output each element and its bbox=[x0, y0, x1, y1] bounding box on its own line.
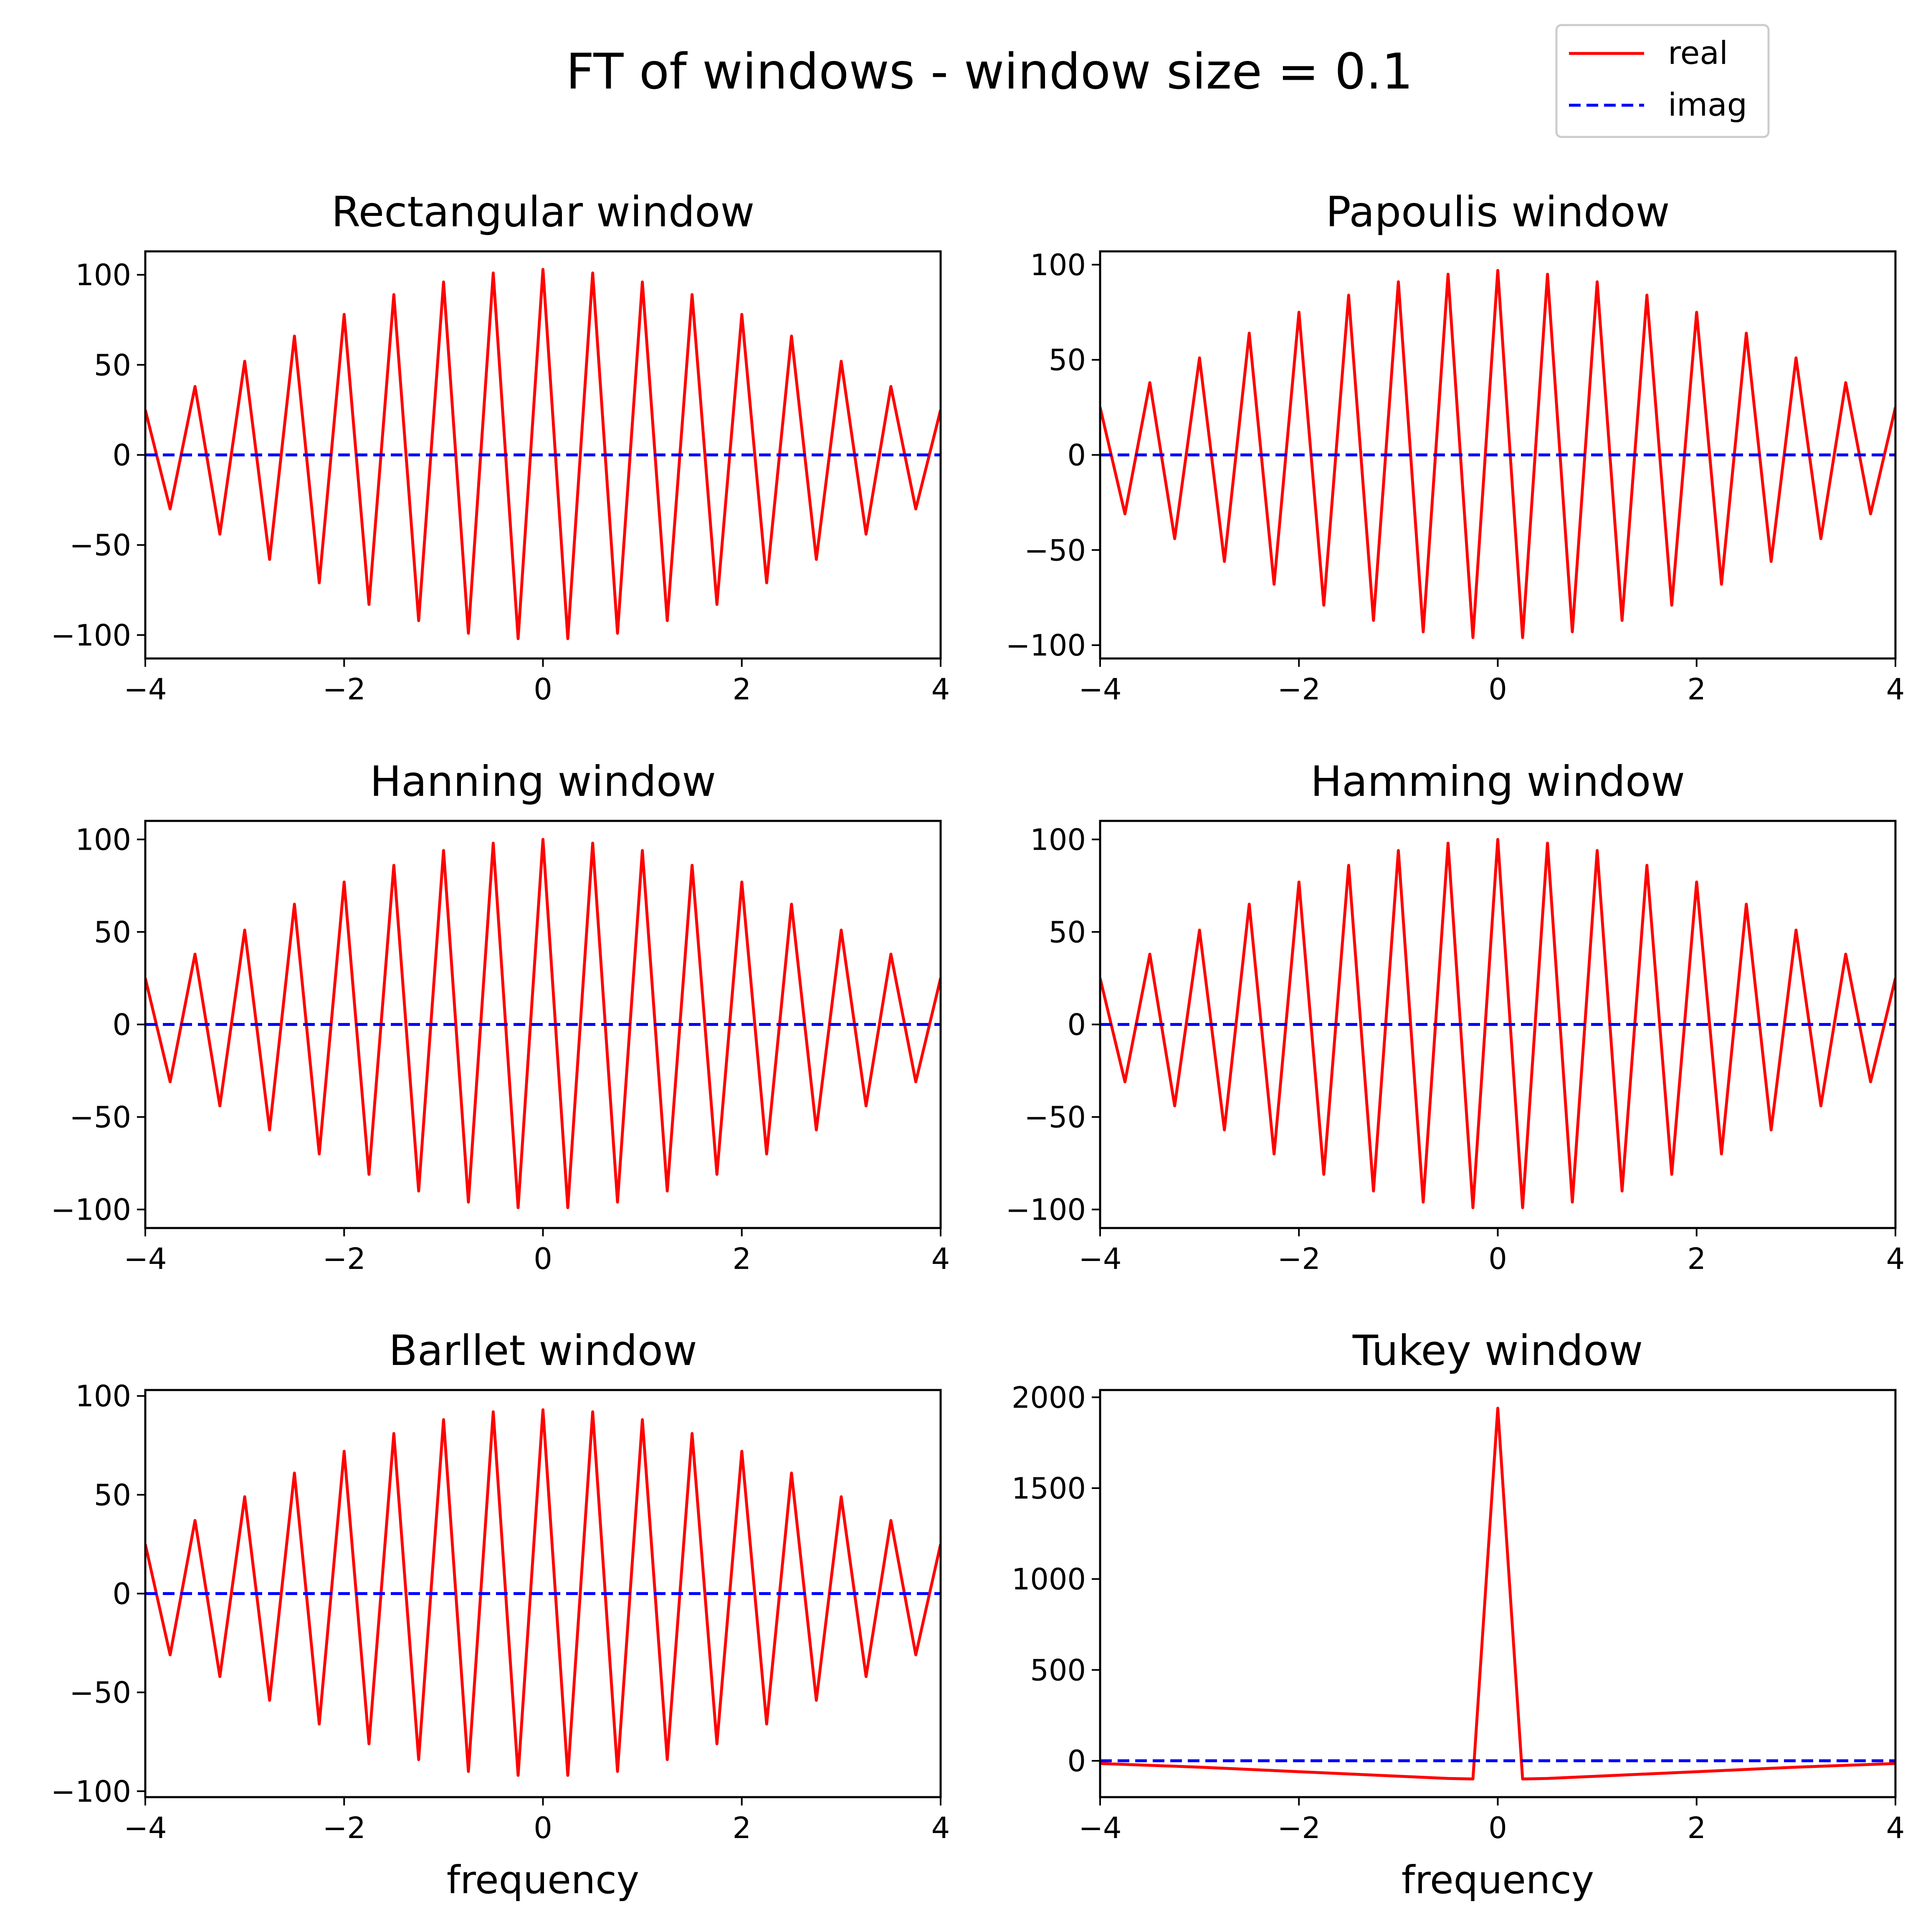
y-tick-label: 0 bbox=[112, 438, 131, 473]
x-tick-label: −2 bbox=[323, 1811, 366, 1845]
x-tick-label: −4 bbox=[1078, 1242, 1121, 1276]
x-tick-label: 2 bbox=[732, 1811, 751, 1845]
y-tick-label: 50 bbox=[1049, 343, 1086, 377]
series-line-real bbox=[145, 268, 941, 640]
x-axis-label: frequency bbox=[1402, 1858, 1594, 1902]
y-tick-label: 0 bbox=[1067, 1008, 1086, 1042]
y-tick-label: 0 bbox=[1067, 438, 1086, 473]
y-tick-label: 100 bbox=[1030, 248, 1086, 282]
x-tick-label: 2 bbox=[1687, 672, 1706, 706]
subplot-3: Hanning window −4 −2 0 2 4 −100 −50 0 50 100 bbox=[51, 757, 950, 1276]
y-tick-label: −100 bbox=[1006, 628, 1086, 663]
x-tick-label: 0 bbox=[1488, 1811, 1507, 1845]
y-tick-label: 100 bbox=[75, 1379, 131, 1413]
x-tick-label: −2 bbox=[1278, 672, 1321, 706]
x-tick-label: −2 bbox=[1278, 1811, 1321, 1845]
y-tick-label: 0 bbox=[112, 1008, 131, 1042]
y-tick-label: 50 bbox=[94, 915, 131, 950]
x-tick-label: 0 bbox=[534, 1811, 552, 1845]
y-tick-label: 100 bbox=[75, 258, 131, 292]
x-tick-label: −4 bbox=[124, 1242, 167, 1276]
series-line-real bbox=[1100, 838, 1895, 1209]
figure-title: FT of windows - window size = 0.1 bbox=[566, 43, 1413, 100]
x-tick-label: 4 bbox=[931, 1811, 950, 1845]
x-tick-label: 2 bbox=[1687, 1242, 1706, 1276]
y-tick-label: 50 bbox=[1049, 915, 1086, 950]
x-tick-label: 0 bbox=[534, 672, 552, 706]
x-tick-label: 2 bbox=[732, 1242, 751, 1276]
subplot-title: Rectangular window bbox=[331, 187, 755, 236]
x-tick-label: −2 bbox=[1278, 1242, 1321, 1276]
x-tick-label: −2 bbox=[323, 672, 366, 706]
y-tick-label: −50 bbox=[69, 1676, 131, 1710]
subplot-1: Rectangular window −4 −2 0 2 4 −100 −50 0 50 100 bbox=[51, 187, 950, 706]
subplots: Rectangular window−4 −2 0 2 4−100−50050100Pa… bbox=[51, 187, 1905, 1902]
y-tick-label: −50 bbox=[69, 528, 131, 562]
subplot-6: Tukey window −4 −2 0 2 4 0 500 1000 1500 2000 frequ… bbox=[1012, 1326, 1905, 1902]
x-tick-label: 2 bbox=[1687, 1811, 1706, 1845]
y-tick-label: −100 bbox=[51, 1775, 131, 1809]
y-tick-label: 2000 bbox=[1012, 1380, 1086, 1415]
y-tick-label: −50 bbox=[69, 1100, 131, 1134]
x-tick-label: 0 bbox=[534, 1242, 552, 1276]
y-tick-label: 100 bbox=[75, 823, 131, 857]
subplot-title: Barllet window bbox=[389, 1326, 697, 1375]
x-tick-label: 4 bbox=[1886, 672, 1905, 706]
x-axis-label: frequency bbox=[447, 1858, 639, 1902]
x-tick-label: 2 bbox=[732, 672, 751, 706]
legend-real-label: real bbox=[1668, 34, 1728, 71]
y-tick-label: 500 bbox=[1030, 1653, 1086, 1687]
y-tick-label: 0 bbox=[1067, 1744, 1086, 1778]
y-tick-label: −100 bbox=[51, 1193, 131, 1227]
x-tick-label: 4 bbox=[931, 672, 950, 706]
y-tick-label: 50 bbox=[94, 348, 131, 382]
y-tick-label: −100 bbox=[1006, 1193, 1086, 1227]
x-tick-label: 0 bbox=[1488, 1242, 1507, 1276]
y-tick-label: 1000 bbox=[1012, 1562, 1086, 1597]
subplot-title: Papoulis window bbox=[1326, 187, 1670, 236]
subplot-title: Hanning window bbox=[370, 757, 716, 806]
legend: real imag bbox=[1555, 24, 1770, 138]
y-tick-label: 0 bbox=[112, 1577, 131, 1611]
y-tick-label: −50 bbox=[1024, 1100, 1086, 1134]
subplot-2: Papoulis window −4 −2 0 2 4 −100 −50 0 50 100 bbox=[1006, 187, 1905, 706]
subplot-5: Barllet window −4 −2 0 2 4 −100 −50 0 50 100 freque… bbox=[51, 1326, 950, 1902]
subplot-title: Tukey window bbox=[1352, 1326, 1643, 1375]
series-line-real bbox=[145, 1408, 941, 1777]
x-tick-label: −4 bbox=[1078, 672, 1121, 706]
legend-imag-label: imag bbox=[1668, 86, 1747, 123]
subplot-title: Hamming window bbox=[1311, 757, 1685, 806]
series-line-real bbox=[1100, 269, 1895, 639]
x-tick-label: −2 bbox=[323, 1242, 366, 1276]
x-tick-label: 4 bbox=[1886, 1242, 1905, 1276]
y-tick-label: 1500 bbox=[1012, 1471, 1086, 1506]
x-tick-label: −4 bbox=[1078, 1811, 1121, 1845]
y-tick-label: 50 bbox=[94, 1478, 131, 1512]
subplot-4: Hamming window −4 −2 0 2 4 −100 −50 0 50 100 bbox=[1006, 757, 1905, 1276]
series-line-real bbox=[1100, 1407, 1895, 1780]
x-tick-label: 4 bbox=[1886, 1811, 1905, 1845]
y-tick-label: −50 bbox=[1024, 533, 1086, 567]
series-line-real bbox=[145, 838, 941, 1209]
x-tick-label: −4 bbox=[124, 672, 167, 706]
x-tick-label: 0 bbox=[1488, 672, 1507, 706]
y-tick-label: 100 bbox=[1030, 823, 1086, 857]
x-tick-label: 4 bbox=[931, 1242, 950, 1276]
y-tick-label: −100 bbox=[51, 618, 131, 653]
x-tick-label: −4 bbox=[124, 1811, 167, 1845]
